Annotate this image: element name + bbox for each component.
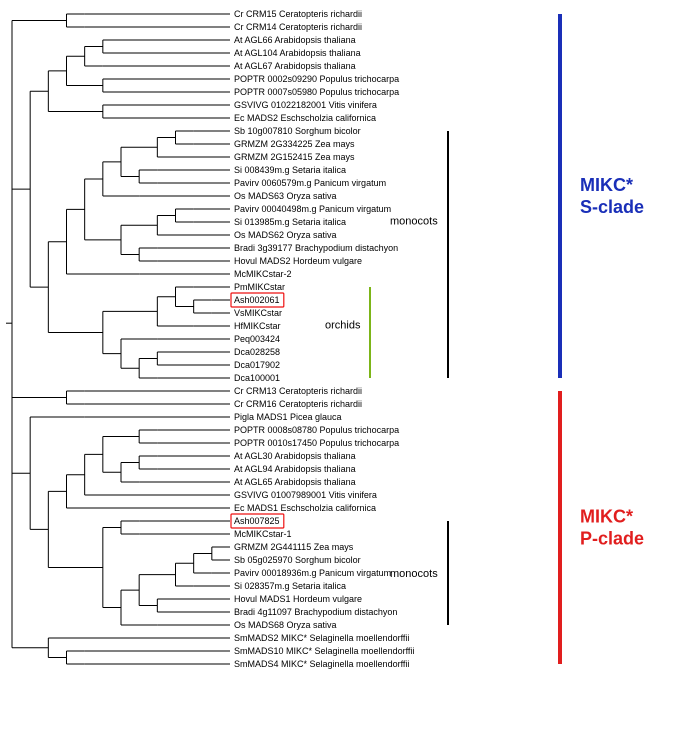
pclade-label: P-clade [580, 529, 644, 549]
taxon-label: Cr CRM13 Ceratopteris richardii [234, 386, 362, 396]
taxon-label: GSVIVG 01007989001 Vitis vinifera [234, 490, 377, 500]
taxon-labels: Cr CRM15 Ceratopteris richardii Cr CRM14 … [234, 9, 414, 669]
taxon-label: VsMIKCstar [234, 308, 282, 318]
taxon-label: Cr CRM16 Ceratopteris richardii [234, 399, 362, 409]
taxon-label: McMIKCstar-1 [234, 529, 292, 539]
taxon-label: SmMADS2 MIKC* Selaginella moellendorffii [234, 633, 409, 643]
taxon-label: Pavirv 00018936m.g Panicum virgatum [234, 568, 391, 578]
taxon-label: McMIKCstar-2 [234, 269, 292, 279]
taxon-label: At AGL67 Arabidopsis thaliana [234, 61, 356, 71]
taxon-label: POPTR 0002s09290 Populus trichocarpa [234, 74, 399, 84]
taxon-label: GRMZM 2G152415 Zea mays [234, 152, 355, 162]
pclade-label: MIKC* [580, 507, 633, 527]
taxon-label: Ash007825 [234, 516, 280, 526]
taxon-label: Ec MADS2 Eschscholzia californica [234, 113, 376, 123]
taxon-label: POPTR 0008s08780 Populus trichocarpa [234, 425, 399, 435]
taxon-label: Ash002061 [234, 295, 280, 305]
taxon-label: Dca028258 [234, 347, 280, 357]
taxon-label: Bradi 4g11097 Brachypodium distachyon [234, 607, 397, 617]
taxon-label: At AGL104 Arabidopsis thaliana [234, 48, 361, 58]
taxon-label: Pavirv 00040498m.g Panicum virgatum [234, 204, 391, 214]
orchids-bar-label: orchids [325, 320, 361, 332]
taxon-label: Sb 10g007810 Sorghum bicolor [234, 126, 361, 136]
taxon-label: POPTR 0010s17450 Populus trichocarpa [234, 438, 399, 448]
taxon-label: Sb 05g025970 Sorghum bicolor [234, 555, 361, 565]
taxon-label: Si 013985m.g Setaria italica [234, 217, 346, 227]
taxon-label: Ec MADS1 Eschscholzia californica [234, 503, 376, 513]
monocots-p-bar-label: monocots [390, 568, 438, 580]
taxon-label: SmMADS4 MIKC* Selaginella moellendorffii [234, 659, 409, 669]
taxon-label: GSVIVG 01022182001 Vitis vinifera [234, 100, 377, 110]
sclade-label: MIKC* [580, 175, 633, 195]
taxon-label: PmMIKCstar [234, 282, 285, 292]
taxon-label: Dca017902 [234, 360, 280, 370]
taxon-label: At AGL94 Arabidopsis thaliana [234, 464, 356, 474]
taxon-label: At AGL66 Arabidopsis thaliana [234, 35, 356, 45]
taxon-label: Cr CRM15 Ceratopteris richardii [234, 9, 362, 19]
taxon-label: POPTR 0007s05980 Populus trichocarpa [234, 87, 399, 97]
taxon-label: GRMZM 2G441115 Zea mays [234, 542, 354, 552]
taxon-label: Si 008439m.g Setaria italica [234, 165, 346, 175]
taxon-label: Dca100001 [234, 373, 280, 383]
taxon-label: Os MADS63 Oryza sativa [234, 191, 337, 201]
taxon-label: Cr CRM14 Ceratopteris richardii [234, 22, 362, 32]
sclade-label: S-clade [580, 197, 644, 217]
taxon-label: At AGL65 Arabidopsis thaliana [234, 477, 356, 487]
taxon-label: Si 028357m.g Setaria italica [234, 581, 346, 591]
taxon-label: Pigla MADS1 Picea glauca [234, 412, 342, 422]
taxon-label: At AGL30 Arabidopsis thaliana [234, 451, 356, 461]
phylogenetic-tree: Cr CRM15 Ceratopteris richardii Cr CRM14 … [0, 0, 700, 734]
monocots-s-bar-label: monocots [390, 216, 438, 228]
taxon-label: Peq003424 [234, 334, 280, 344]
taxon-label: HfMIKCstar [234, 321, 281, 331]
tree-branches [6, 14, 230, 664]
taxon-label: Pavirv 0060579m.g Panicum virgatum [234, 178, 386, 188]
taxon-label: Os MADS62 Oryza sativa [234, 230, 337, 240]
taxon-label: Hovul MADS2 Hordeum vulgare [234, 256, 362, 266]
taxon-label: GRMZM 2G334225 Zea mays [234, 139, 355, 149]
taxon-label: Bradi 3g39177 Brachypodium distachyon [234, 243, 398, 253]
taxon-label: SmMADS10 MIKC* Selaginella moellendorffi… [234, 646, 414, 656]
taxon-label: Os MADS68 Oryza sativa [234, 620, 337, 630]
taxon-label: Hovul MADS1 Hordeum vulgare [234, 594, 362, 604]
